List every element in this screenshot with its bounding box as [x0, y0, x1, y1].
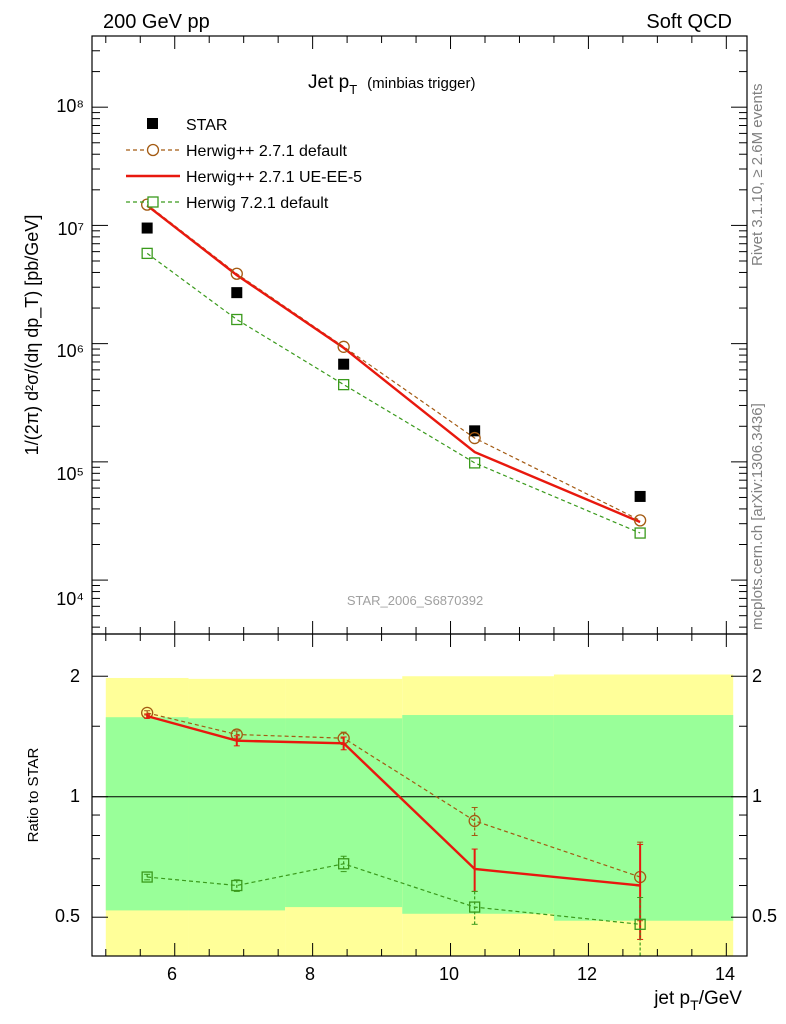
legend: STAR Herwig++ 2.7.1 default Herwig++ 2.7…: [126, 117, 362, 212]
ratio-point-herwig-default: [468, 814, 481, 828]
main-point-herwig-default: [633, 514, 647, 527]
legend-marker-herwig7: [147, 196, 159, 208]
x-tick-label-6: 6: [167, 964, 177, 984]
y-tick-label-1e7: 10⁷: [57, 219, 84, 239]
ratio-tick-label-right-05: 0.5: [752, 906, 777, 926]
main-point-star: [141, 222, 153, 234]
main-axis-ticks: [92, 35, 747, 634]
main-title: Jet pT (minbias trigger): [308, 72, 476, 97]
ratio-point-herwig7: [338, 858, 350, 870]
legend-marker-star: [147, 118, 158, 129]
main-y-axis-label: 1/(2π) d²σ/(dη dp_T) [pb/GeV]: [22, 215, 43, 456]
x-tick-label-14: 14: [715, 964, 735, 984]
ratio-point-herwig7: [231, 879, 243, 892]
ratio-band-inner-0: [105, 717, 189, 911]
ratio-frame: [91, 633, 748, 957]
ratio-band-inner-4: [553, 715, 734, 921]
main-plot-marks: [141, 198, 647, 539]
rivet-version-label: Rivet 3.1.10, ≥ 2.6M events: [749, 84, 766, 267]
header-left-label: 200 GeV pp: [103, 11, 210, 33]
main-point-herwig7: [141, 247, 153, 260]
ratio-panel: Ratio to STAR 0.5 1 2 0.5 1 2: [25, 633, 777, 957]
main-line-herwig-default: [146, 204, 641, 521]
legend-label-star: STAR: [186, 117, 227, 134]
x-tick-label-10: 10: [439, 964, 459, 984]
ratio-plot-marks: [92, 674, 747, 957]
main-point-herwig-default: [230, 267, 243, 280]
ratio-tick-label-left-2: 2: [70, 666, 80, 686]
ratio-point-herwig7: [469, 901, 481, 913]
main-point-star: [634, 490, 646, 502]
ratio-y-axis-label: Ratio to STAR: [25, 747, 42, 842]
main-point-herwig7: [338, 378, 350, 391]
main-point-star: [469, 425, 481, 437]
y-tick-label-1e4: 10⁴: [56, 589, 84, 609]
ratio-tick-label-left-1: 1: [70, 786, 80, 806]
x-axis-label: jet pT/GeV: [653, 988, 742, 1013]
main-point-herwig-default: [468, 431, 481, 445]
ratio-point-herwig7: [634, 918, 646, 930]
main-panel: Jet pT (minbias trigger) STAR_2006_S68703…: [22, 35, 748, 635]
x-tick-label-12: 12: [577, 964, 597, 984]
main-point-star: [338, 358, 350, 370]
main-point-herwig-default: [337, 340, 350, 353]
mcplots-label: mcplots.cern.ch [arXiv:1306.3436]: [749, 403, 766, 630]
legend-label-herwig-default: Herwig++ 2.7.1 default: [186, 143, 348, 160]
y-tick-label-1e5: 10⁵: [57, 464, 84, 484]
x-tick-label-8: 8: [305, 964, 315, 984]
main-line-herwig7: [146, 252, 641, 534]
legend-label-herwig7: Herwig 7.2.1 default: [186, 195, 329, 212]
ratio-tick-label-right-1: 1: [752, 786, 762, 806]
ratio-tick-label-right-2: 2: [752, 666, 762, 686]
legend-label-herwig-ueee5: Herwig++ 2.7.1 UE-EE-5: [186, 169, 362, 186]
main-point-herwig7: [634, 527, 646, 539]
ratio-axis-ticks: [92, 634, 747, 957]
main-point-star: [231, 287, 243, 299]
y-tick-label-1e6: 10⁶: [57, 341, 84, 361]
analysis-watermark: STAR_2006_S6870392: [347, 593, 483, 608]
main-point-herwig7: [469, 457, 481, 469]
ratio-tick-label-left-05: 0.5: [55, 906, 80, 926]
ratio-band-inner-3: [402, 715, 554, 914]
ratio-point-herwig7: [141, 871, 153, 883]
main-point-herwig7: [231, 313, 243, 326]
header-right-label: Soft QCD: [646, 11, 732, 33]
legend-marker-herwig-default: [146, 143, 160, 157]
y-tick-label-1e8: 10⁸: [56, 96, 84, 116]
main-line-herwig-ueee5: [146, 204, 641, 524]
